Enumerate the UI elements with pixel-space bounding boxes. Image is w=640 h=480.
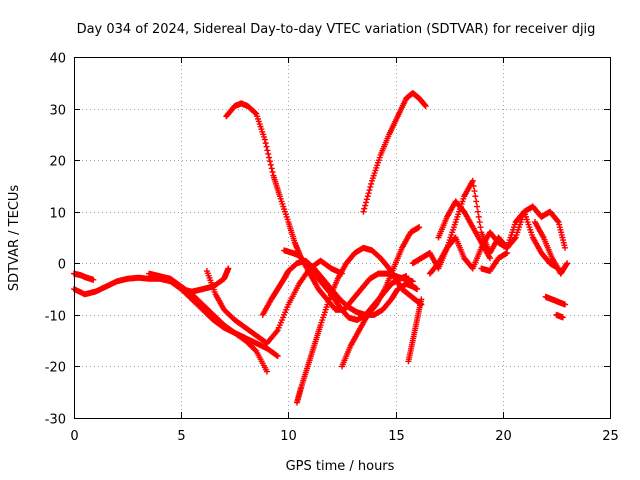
- series-arc-12: [360, 90, 429, 215]
- series-arc-1: [71, 274, 163, 298]
- data-point: [486, 255, 493, 262]
- data-point: [511, 235, 518, 242]
- y-tick-label: -10: [45, 310, 66, 325]
- data-point: [367, 183, 374, 190]
- data-point: [469, 177, 476, 184]
- data-point: [264, 147, 271, 154]
- x-tick-label: 25: [602, 429, 619, 444]
- series-arc-19: [542, 293, 568, 308]
- data-point: [559, 314, 566, 321]
- x-tick-label: 20: [495, 429, 512, 444]
- tick-layer: 0 5 10 15 20 25 -30 -20 -10 0 10 20 30 40: [45, 52, 619, 445]
- series-arc-17: [478, 249, 511, 275]
- data-point: [273, 352, 280, 359]
- x-tick-label: 10: [280, 429, 297, 444]
- data-point: [472, 193, 479, 200]
- data-point: [274, 353, 281, 360]
- data-point: [269, 169, 276, 176]
- data-point: [564, 260, 571, 267]
- data-point: [364, 193, 371, 200]
- y-tick-label: 40: [49, 52, 66, 67]
- data-point: [504, 249, 511, 256]
- x-tick-label: 0: [70, 429, 78, 444]
- series-arc-8: [223, 100, 416, 313]
- data-point: [265, 150, 272, 157]
- data-point: [273, 328, 280, 335]
- plot-frame: [74, 57, 611, 419]
- y-tick-label: -20: [45, 361, 66, 376]
- data-point: [363, 196, 370, 203]
- data-point: [360, 208, 367, 215]
- data-point: [471, 188, 478, 195]
- data-point: [268, 165, 275, 172]
- series-arc-18: [531, 219, 571, 277]
- data-point: [262, 140, 269, 147]
- y-axis-label: SDTVAR / TECUs: [7, 185, 22, 292]
- data-point: [225, 265, 232, 272]
- y-tick-label: -30: [45, 413, 66, 428]
- data-point: [261, 136, 268, 143]
- data-point: [365, 190, 372, 197]
- data-point: [554, 217, 561, 224]
- data-layer: [71, 90, 571, 406]
- chart-title: Day 034 of 2024, Sidereal Day-to-day VTE…: [77, 22, 596, 37]
- x-axis-label: GPS time / hours: [286, 459, 395, 474]
- data-point: [252, 346, 259, 353]
- data-point: [474, 208, 481, 215]
- data-point: [266, 158, 273, 165]
- data-point: [90, 276, 97, 283]
- data-point: [475, 213, 482, 220]
- data-point: [252, 109, 259, 116]
- data-point: [422, 102, 429, 109]
- y-tick-label: 0: [58, 258, 66, 273]
- data-point: [473, 198, 480, 205]
- series-arc-13: [405, 296, 425, 365]
- data-point: [476, 219, 483, 226]
- data-point: [474, 203, 481, 210]
- series-arc-20: [553, 311, 566, 321]
- data-point: [263, 143, 270, 150]
- data-point: [263, 368, 270, 375]
- x-tick-label: 5: [177, 429, 185, 444]
- series-arc-14: [409, 177, 568, 272]
- y-tick-label: 20: [49, 155, 66, 170]
- series-arc-16: [435, 198, 493, 262]
- series-arc-15: [426, 208, 562, 277]
- data-point: [362, 202, 369, 209]
- data-point: [267, 161, 274, 168]
- data-point: [561, 301, 568, 308]
- data-point: [416, 224, 423, 231]
- data-point: [418, 296, 425, 303]
- data-point: [361, 205, 368, 212]
- data-point: [366, 187, 373, 194]
- data-point: [470, 182, 477, 189]
- series-arc-4: [156, 275, 270, 375]
- data-point: [368, 180, 375, 187]
- y-tick-label: 10: [49, 207, 66, 222]
- data-point: [477, 224, 484, 231]
- data-point: [403, 273, 410, 280]
- data-point: [414, 286, 421, 293]
- data-point: [561, 244, 568, 251]
- data-point: [409, 278, 416, 285]
- y-tick-label: 30: [49, 104, 66, 119]
- series-arc-2: [71, 270, 97, 283]
- x-tick-label: 15: [388, 429, 405, 444]
- data-point: [266, 154, 273, 161]
- data-point: [363, 199, 370, 206]
- series-arc-11: [339, 224, 423, 370]
